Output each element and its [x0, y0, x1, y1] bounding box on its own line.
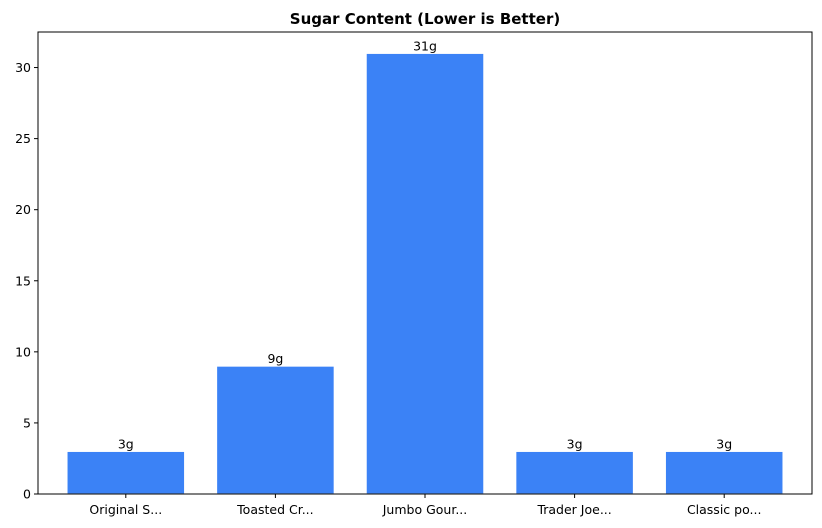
- bar: [365, 52, 485, 495]
- bar: [66, 450, 186, 495]
- bar: [215, 365, 335, 495]
- bar-value-label: 3g: [118, 436, 134, 451]
- y-tick-label: 20: [15, 202, 31, 217]
- bar: [664, 450, 784, 495]
- y-tick-label: 25: [15, 131, 31, 146]
- y-tick-label: 15: [15, 273, 31, 288]
- bar-value-label: 3g: [567, 436, 583, 451]
- bar: [515, 450, 635, 495]
- x-tick-label: Original S...: [89, 502, 162, 517]
- bar-value-label: 9g: [267, 351, 283, 366]
- chart-title: Sugar Content (Lower is Better): [290, 10, 560, 28]
- plot-frame: [37, 31, 813, 495]
- x-tick-label: Trader Joe...: [536, 502, 611, 517]
- y-tick-label: 30: [15, 60, 31, 75]
- x-tick-label: Jumbo Gour...: [382, 502, 468, 517]
- x-tick-label: Classic po...: [687, 502, 762, 517]
- bar-value-label: 3g: [716, 436, 732, 451]
- x-tick-label: Toasted Cr...: [236, 502, 313, 517]
- y-tick-label: 5: [23, 415, 31, 430]
- bar-value-label: 31g: [413, 38, 437, 53]
- y-tick-label: 10: [15, 344, 31, 359]
- y-tick-label: 0: [23, 487, 31, 502]
- plot-area: 3g Original S... 9g Toasted Cr... 31g Jumbo G…: [15, 31, 813, 517]
